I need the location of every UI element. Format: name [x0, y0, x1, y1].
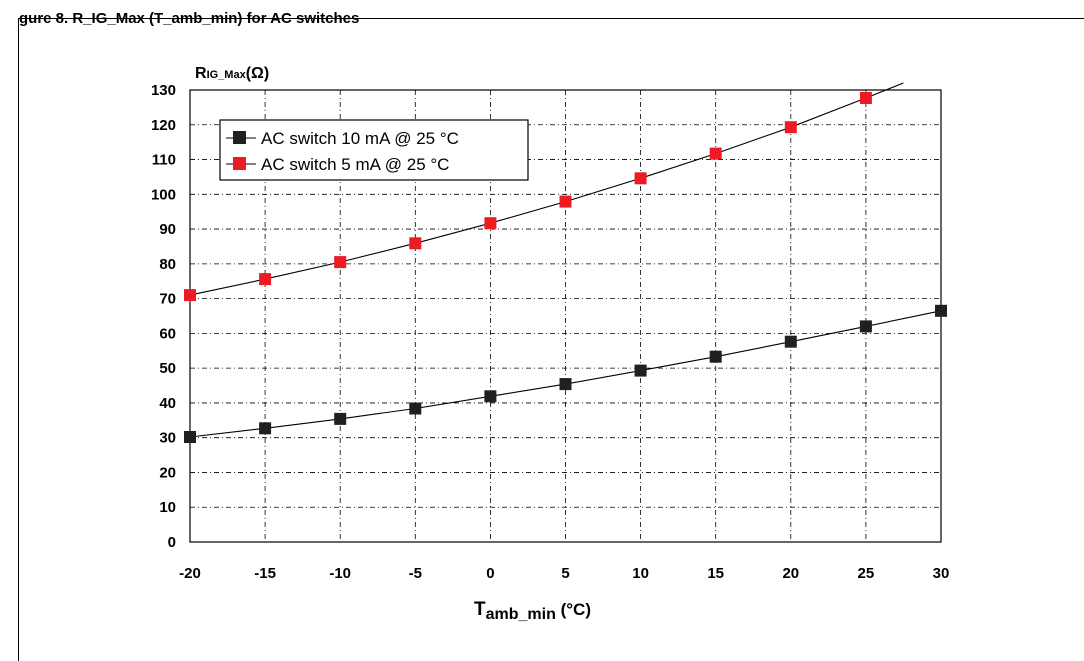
data-point — [259, 422, 272, 435]
y-tick-label: 0 — [168, 534, 176, 551]
data-point — [634, 364, 647, 377]
y-tick-label: 20 — [159, 464, 176, 481]
x-tick-label: -10 — [329, 565, 351, 582]
y-tick-label: 90 — [159, 221, 176, 238]
figure-frame: gure 8. R_IG_Max (T_amb_min) for AC swit… — [18, 10, 1084, 661]
legend-label-2: AC switch 5 mA @ 25 °C — [261, 155, 449, 174]
data-point — [484, 217, 497, 230]
y-tick-label: 120 — [151, 117, 176, 134]
data-point — [935, 304, 947, 317]
y-tick-label: 60 — [159, 325, 176, 342]
x-tick-label: 20 — [782, 565, 799, 582]
y-tick-label: 50 — [159, 360, 176, 377]
data-point — [859, 320, 872, 333]
data-point — [784, 335, 797, 348]
data-point — [334, 412, 347, 425]
x-tick-label: -5 — [409, 565, 422, 582]
x-tick-label: 5 — [561, 565, 569, 582]
data-point — [709, 350, 722, 363]
data-point — [259, 273, 272, 286]
x-axis-title-sub: amb_min — [486, 606, 556, 623]
x-tick-label: 0 — [486, 565, 494, 582]
y-tick-label: 40 — [159, 395, 176, 412]
y-axis-title-main: R — [195, 65, 207, 82]
x-tick-label: 15 — [707, 565, 724, 582]
x-tick-label: 10 — [632, 565, 649, 582]
data-point — [409, 237, 422, 250]
data-point — [484, 390, 497, 403]
data-point — [184, 431, 196, 443]
x-tick-label: -20 — [179, 565, 201, 582]
x-tick-label: -15 — [254, 565, 276, 582]
y-tick-label: 130 — [151, 82, 176, 99]
data-point — [409, 402, 422, 415]
y-tick-label: 30 — [159, 430, 176, 447]
x-tick-label: 30 — [933, 565, 950, 582]
y-axis-title-sub: IG_Max — [207, 69, 247, 81]
y-tick-label: 80 — [159, 256, 176, 273]
data-point — [784, 121, 797, 134]
y-tick-label: 100 — [151, 186, 176, 203]
x-tick-label: 25 — [858, 565, 875, 582]
x-axis-title: Tamb_min (°C) — [474, 599, 591, 623]
data-point — [559, 195, 572, 208]
series-line — [189, 82, 904, 296]
x-axis-title-tail: (°C) — [556, 600, 591, 619]
legend: AC switch 10 mA @ 25 °C AC switch 5 mA @… — [219, 119, 529, 181]
x-axis-title-main: T — [474, 599, 486, 620]
data-point — [859, 92, 872, 104]
y-axis-title-tail: (Ω) — [246, 65, 269, 82]
y-axis-title: RIG_Max(Ω) — [195, 65, 269, 82]
legend-label-1: AC switch 10 mA @ 25 °C — [261, 129, 459, 148]
figure-caption: gure 8. R_IG_Max (T_amb_min) for AC swit… — [19, 10, 360, 27]
legend-marker-2 — [233, 157, 246, 170]
data-point — [709, 147, 722, 160]
data-point — [334, 256, 347, 269]
y-tick-label: 70 — [159, 291, 176, 308]
y-tick-label: 110 — [152, 152, 176, 169]
legend-box — [219, 119, 529, 181]
data-point — [559, 378, 572, 391]
legend-marker-1 — [233, 131, 246, 144]
data-points — [184, 92, 947, 443]
y-tick-label: 10 — [159, 499, 176, 516]
data-point — [184, 289, 196, 302]
data-point — [634, 172, 647, 185]
